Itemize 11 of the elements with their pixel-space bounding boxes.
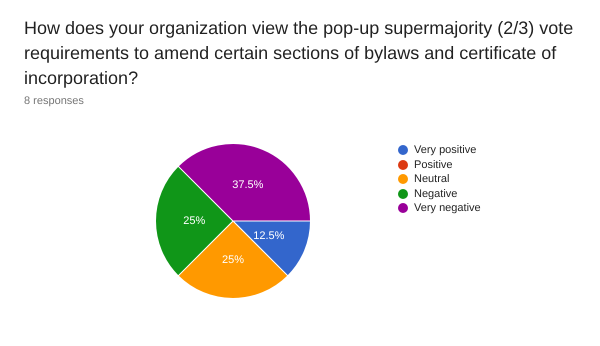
data-label: 25%: [222, 254, 244, 266]
legend-label: Very positive: [414, 144, 476, 156]
data-label: 25%: [183, 215, 206, 228]
text: 8 responses: [24, 95, 84, 107]
data-label: 12.5%: [253, 230, 285, 242]
legend-label: Very negative: [414, 202, 481, 214]
data-label: 37.5%: [232, 179, 264, 192]
chart-title: How does your organization view the pop-up supermajority (2/3) vote requirements to amend certain sections of bylaws and certificate of incorporation?: [24, 17, 574, 90]
legend-label: Neutral: [414, 173, 450, 186]
legend-label: Positive: [414, 158, 453, 171]
legend-label: Negative: [414, 188, 458, 200]
